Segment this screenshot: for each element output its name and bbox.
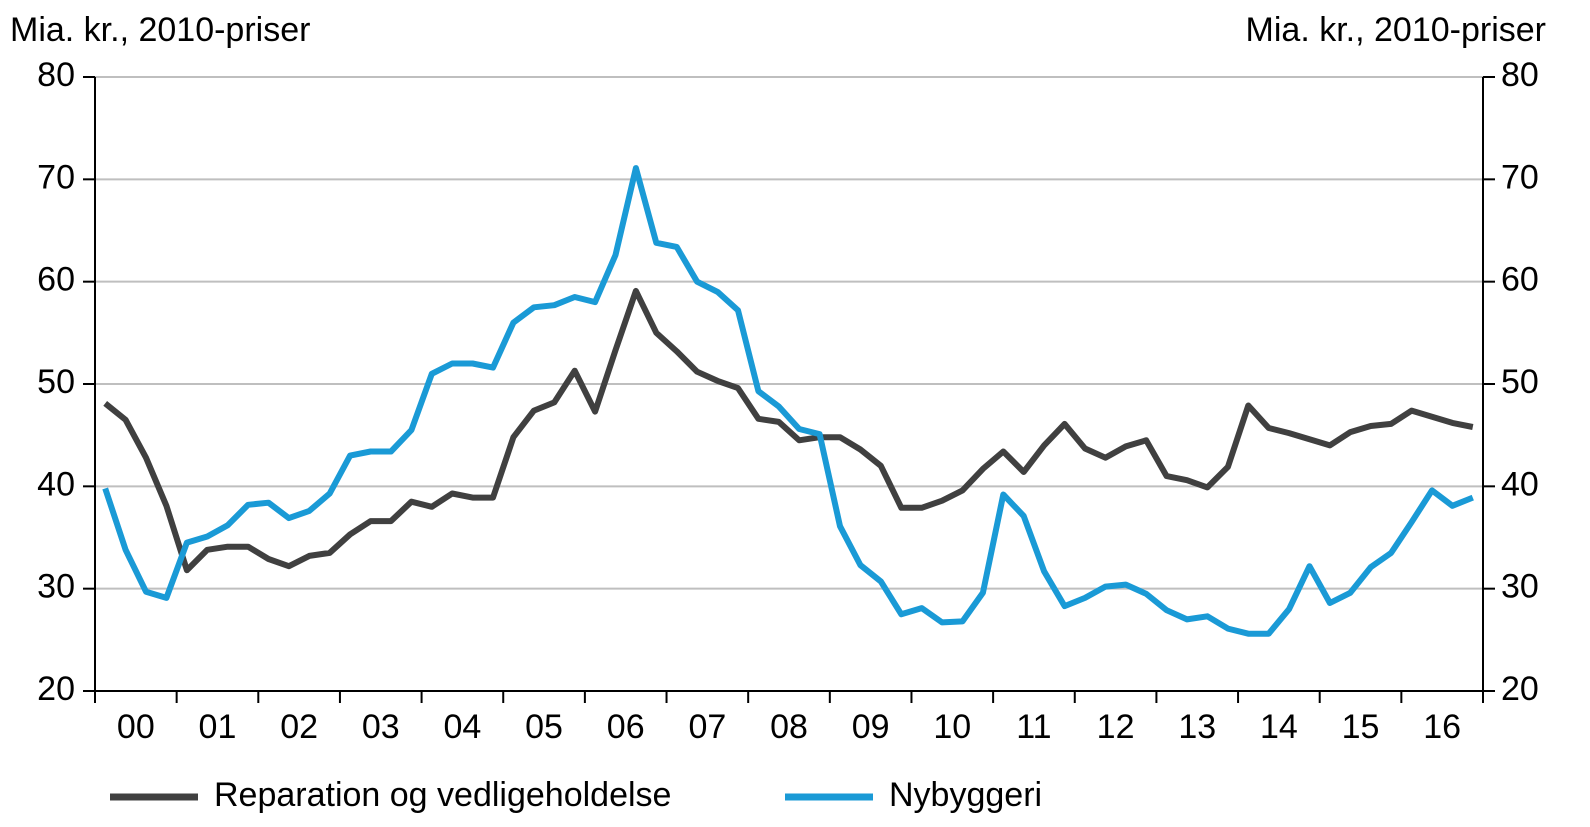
y-tick-label: 60 — [37, 261, 75, 299]
y-tick-label: 50 — [37, 363, 75, 401]
x-tick-label: 02 — [280, 708, 318, 746]
x-tick-label: 14 — [1260, 708, 1298, 746]
y-tick-label: 40 — [37, 465, 75, 503]
legend-label: Nybyggeri — [889, 776, 1042, 814]
y2-tick-label: 80 — [1501, 56, 1539, 94]
x-tick-label: 06 — [607, 708, 645, 746]
y2-tick-label: 60 — [1501, 261, 1539, 299]
x-tick-label: 13 — [1178, 708, 1216, 746]
x-tick-label: 03 — [362, 708, 400, 746]
y-tick-label: 80 — [37, 56, 75, 94]
x-tick-label: 08 — [770, 708, 808, 746]
y2-tick-label: 70 — [1501, 158, 1539, 196]
x-tick-label: 16 — [1423, 708, 1461, 746]
legend-label: Reparation og vedligeholdelse — [214, 776, 671, 814]
x-tick-label: 09 — [852, 708, 890, 746]
series-line — [103, 287, 1474, 574]
x-tick-label: 00 — [117, 708, 155, 746]
x-tick-label: 15 — [1342, 708, 1380, 746]
y2-tick-label: 30 — [1501, 568, 1539, 606]
y-tick-label: 70 — [37, 158, 75, 196]
x-tick-label: 12 — [1097, 708, 1135, 746]
y-tick-label: 30 — [37, 568, 75, 606]
x-tick-label: 07 — [688, 708, 726, 746]
y-tick-label: 20 — [37, 670, 75, 708]
x-tick-label: 05 — [525, 708, 563, 746]
y2-tick-label: 40 — [1501, 465, 1539, 503]
x-tick-label: 01 — [199, 708, 237, 746]
series-line — [102, 165, 1474, 637]
y2-axis-label: Mia. kr., 2010-priser — [1246, 11, 1546, 49]
y2-tick-label: 20 — [1501, 670, 1539, 708]
x-tick-label: 11 — [1016, 708, 1051, 746]
x-tick-label: 10 — [933, 708, 971, 746]
x-tick-label: 04 — [443, 708, 481, 746]
y-axis-label: Mia. kr., 2010-priser — [10, 11, 310, 49]
y2-tick-label: 50 — [1501, 363, 1539, 401]
